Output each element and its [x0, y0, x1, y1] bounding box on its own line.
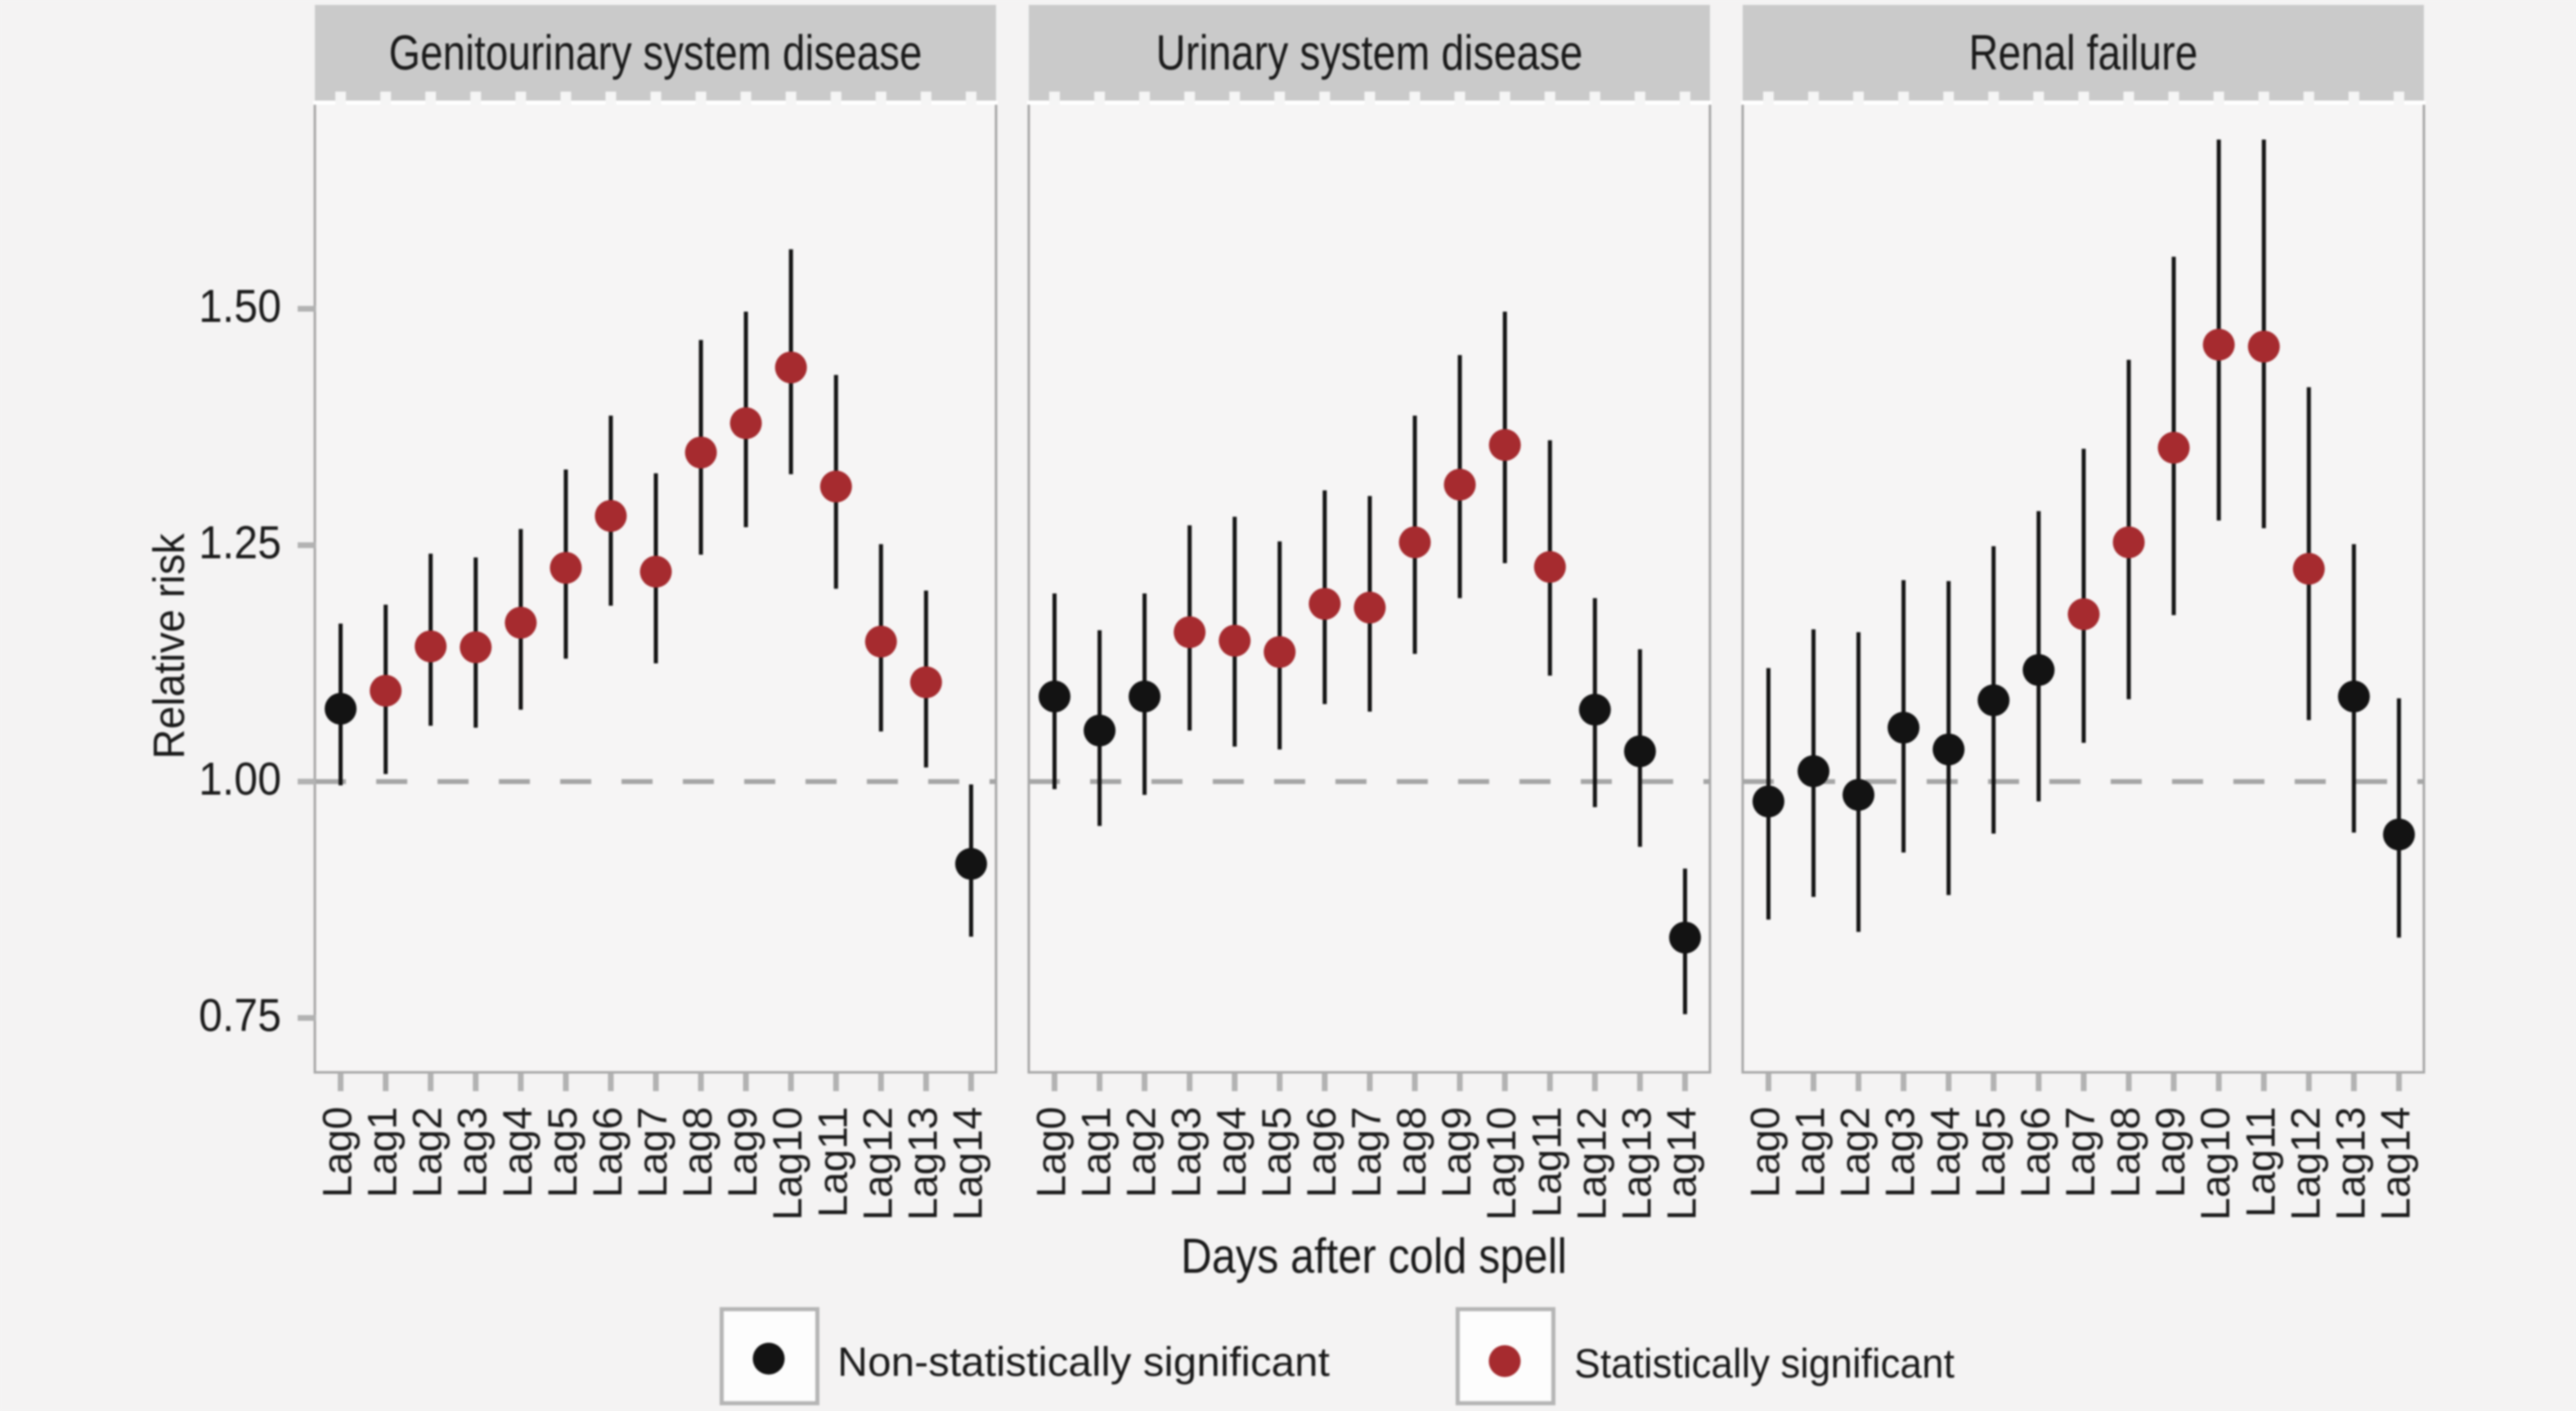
svg-text:Lag13: Lag13 [900, 1107, 945, 1220]
svg-text:1.50: 1.50 [199, 281, 281, 333]
svg-text:1.25: 1.25 [199, 517, 281, 569]
svg-text:Lag11: Lag11 [2237, 1107, 2283, 1217]
svg-text:Lag9: Lag9 [720, 1107, 765, 1198]
svg-text:Lag1: Lag1 [360, 1107, 406, 1198]
svg-text:Lag8: Lag8 [675, 1107, 720, 1198]
svg-text:Lag8: Lag8 [2103, 1107, 2148, 1198]
svg-text:Lag12: Lag12 [2282, 1107, 2328, 1220]
svg-text:Lag12: Lag12 [855, 1107, 900, 1220]
svg-text:Lag1: Lag1 [1788, 1107, 1833, 1198]
svg-text:Statistically significant: Statistically significant [1574, 1341, 1954, 1386]
svg-text:Lag7: Lag7 [630, 1107, 675, 1198]
svg-text:Lag5: Lag5 [540, 1107, 586, 1198]
svg-text:Lag9: Lag9 [2147, 1107, 2193, 1198]
svg-text:Lag14: Lag14 [2373, 1107, 2419, 1220]
svg-text:Lag11: Lag11 [1524, 1107, 1569, 1217]
svg-text:Lag14: Lag14 [945, 1107, 991, 1220]
svg-text:Lag13: Lag13 [1613, 1107, 1659, 1220]
svg-text:Lag3: Lag3 [450, 1107, 496, 1198]
svg-text:Lag10: Lag10 [765, 1107, 810, 1220]
svg-text:1.00: 1.00 [199, 753, 281, 806]
svg-text:Lag4: Lag4 [495, 1107, 541, 1198]
svg-text:Lag3: Lag3 [1164, 1107, 1209, 1198]
svg-text:Lag6: Lag6 [2013, 1107, 2058, 1198]
svg-text:Lag4: Lag4 [1923, 1107, 1968, 1198]
svg-text:Days after cold spell: Days after cold spell [1181, 1229, 1567, 1283]
svg-text:Lag0: Lag0 [1743, 1107, 1788, 1198]
svg-text:Lag9: Lag9 [1434, 1107, 1479, 1198]
svg-text:Lag6: Lag6 [585, 1107, 631, 1198]
svg-text:Lag11: Lag11 [810, 1107, 855, 1217]
svg-text:Lag10: Lag10 [1479, 1107, 1524, 1220]
svg-text:Lag1: Lag1 [1074, 1107, 1120, 1198]
svg-text:Lag13: Lag13 [2327, 1107, 2373, 1220]
svg-text:Relative risk: Relative risk [145, 532, 194, 759]
svg-text:Lag5: Lag5 [1254, 1107, 1299, 1198]
svg-text:Lag12: Lag12 [1568, 1107, 1614, 1220]
svg-text:Lag7: Lag7 [2058, 1107, 2103, 1198]
svg-text:Lag3: Lag3 [1878, 1107, 1923, 1198]
svg-text:Lag10: Lag10 [2192, 1107, 2238, 1220]
svg-text:0.75: 0.75 [199, 990, 281, 1042]
svg-text:Lag2: Lag2 [1119, 1107, 1165, 1198]
svg-text:Lag4: Lag4 [1209, 1107, 1254, 1198]
svg-text:Lag14: Lag14 [1659, 1107, 1705, 1220]
svg-text:Lag0: Lag0 [315, 1107, 361, 1198]
svg-text:Lag7: Lag7 [1344, 1107, 1389, 1198]
svg-text:Lag2: Lag2 [405, 1107, 451, 1198]
svg-text:Renal failure: Renal failure [1969, 25, 2198, 80]
svg-text:Genitourinary system disease: Genitourinary system disease [389, 25, 922, 80]
svg-text:Lag5: Lag5 [1968, 1107, 2013, 1198]
svg-text:Lag8: Lag8 [1389, 1107, 1434, 1198]
svg-text:Lag2: Lag2 [1833, 1107, 1878, 1198]
svg-text:Lag6: Lag6 [1299, 1107, 1344, 1198]
svg-text:Urinary system disease: Urinary system disease [1156, 25, 1583, 80]
svg-text:Lag0: Lag0 [1029, 1107, 1075, 1198]
svg-text:Non-statistically significant: Non-statistically significant [837, 1339, 1330, 1385]
